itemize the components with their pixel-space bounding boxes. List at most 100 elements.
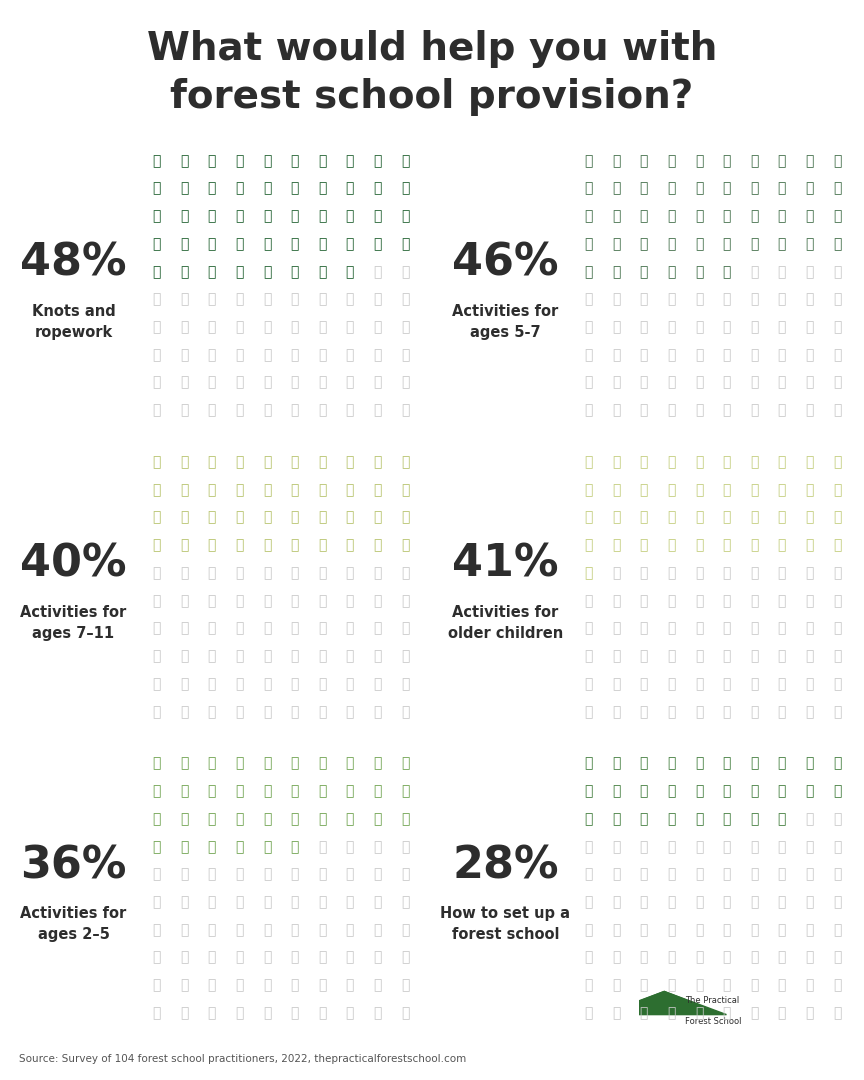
Text: 🌲: 🌲 (722, 238, 731, 251)
Text: 🌲: 🌲 (263, 812, 271, 826)
Text: Forest School: Forest School (685, 1016, 741, 1026)
Text: 🌲: 🌲 (346, 895, 354, 909)
Text: 🌲: 🌲 (290, 757, 299, 770)
Text: 🌲: 🌲 (584, 784, 593, 798)
Text: 🌲: 🌲 (373, 238, 382, 251)
Text: 🌲: 🌲 (152, 867, 161, 881)
Text: 🌲: 🌲 (180, 840, 188, 853)
Text: 🌲: 🌲 (722, 566, 731, 580)
Text: 🌲: 🌲 (152, 622, 161, 635)
Text: 🌲: 🌲 (612, 649, 620, 663)
Text: 🌲: 🌲 (263, 376, 271, 390)
Text: 🌲: 🌲 (235, 404, 244, 417)
Text: 🌲: 🌲 (152, 511, 161, 525)
Text: 🌲: 🌲 (750, 483, 759, 497)
Text: 🌲: 🌲 (695, 539, 703, 552)
Text: 🌲: 🌲 (152, 649, 161, 663)
Text: 🌲: 🌲 (805, 210, 814, 224)
Text: 🌲: 🌲 (401, 265, 410, 279)
Text: 🌲: 🌲 (722, 511, 731, 525)
Text: 🌲: 🌲 (667, 154, 676, 167)
Text: 🌲: 🌲 (346, 456, 354, 469)
Text: 🌲: 🌲 (695, 867, 703, 881)
Text: 🌲: 🌲 (401, 321, 410, 334)
Text: 🌲: 🌲 (290, 705, 299, 718)
Text: 🌲: 🌲 (805, 812, 814, 826)
Text: 🌲: 🌲 (639, 1007, 648, 1020)
Text: 🌲: 🌲 (667, 511, 676, 525)
Text: 🌲: 🌲 (346, 265, 354, 279)
Text: 🌲: 🌲 (263, 539, 271, 552)
Text: 🌲: 🌲 (401, 238, 410, 251)
Text: 🌲: 🌲 (695, 757, 703, 770)
Text: 🌲: 🌲 (639, 867, 648, 881)
Text: 🌲: 🌲 (401, 840, 410, 853)
Text: 🌲: 🌲 (612, 293, 620, 307)
Text: 🌲: 🌲 (235, 265, 244, 279)
Text: 🌲: 🌲 (318, 867, 327, 881)
Text: 🌲: 🌲 (695, 677, 703, 691)
Text: 🌲: 🌲 (584, 840, 593, 853)
Text: 🌲: 🌲 (290, 154, 299, 167)
Text: 🌲: 🌲 (695, 895, 703, 909)
Text: 🌲: 🌲 (263, 784, 271, 798)
Text: 🌲: 🌲 (805, 895, 814, 909)
Text: 🌲: 🌲 (695, 483, 703, 497)
Text: 🌲: 🌲 (290, 238, 299, 251)
Text: 🌲: 🌲 (401, 404, 410, 417)
Text: 🌲: 🌲 (778, 181, 786, 195)
Text: 🌲: 🌲 (722, 404, 731, 417)
Text: 🌲: 🌲 (750, 238, 759, 251)
Text: 🌲: 🌲 (639, 950, 648, 964)
Text: 🌲: 🌲 (152, 404, 161, 417)
Text: 🌲: 🌲 (584, 978, 593, 993)
Text: 🌲: 🌲 (833, 923, 842, 936)
Text: 🌲: 🌲 (207, 677, 216, 691)
Text: 🌲: 🌲 (750, 923, 759, 936)
Text: 🌲: 🌲 (290, 594, 299, 608)
Text: 🌲: 🌲 (750, 404, 759, 417)
Text: 🌲: 🌲 (639, 566, 648, 580)
Text: The Practical: The Practical (685, 996, 740, 1004)
Text: 🌲: 🌲 (639, 181, 648, 195)
Text: 🌲: 🌲 (722, 622, 731, 635)
Text: 🌲: 🌲 (833, 483, 842, 497)
Text: 🌲: 🌲 (235, 539, 244, 552)
Text: 🌲: 🌲 (263, 566, 271, 580)
Text: 🌲: 🌲 (290, 483, 299, 497)
Text: 🌲: 🌲 (152, 483, 161, 497)
Text: 🌲: 🌲 (805, 649, 814, 663)
Text: 🌲: 🌲 (318, 677, 327, 691)
Text: 🌲: 🌲 (235, 321, 244, 334)
Text: 🌲: 🌲 (805, 539, 814, 552)
Text: 🌲: 🌲 (722, 677, 731, 691)
Text: 🌲: 🌲 (695, 511, 703, 525)
Text: 🌲: 🌲 (639, 348, 648, 362)
Text: 🌲: 🌲 (290, 210, 299, 224)
Text: 🌲: 🌲 (750, 154, 759, 167)
Text: 🌲: 🌲 (152, 840, 161, 853)
Text: 🌲: 🌲 (667, 867, 676, 881)
Text: 🌲: 🌲 (373, 265, 382, 279)
Text: 🌲: 🌲 (207, 404, 216, 417)
Text: 🌲: 🌲 (207, 154, 216, 167)
Text: 🌲: 🌲 (401, 757, 410, 770)
Text: 🌲: 🌲 (778, 265, 786, 279)
Text: 🌲: 🌲 (401, 483, 410, 497)
Text: 🌲: 🌲 (612, 376, 620, 390)
Text: 🌲: 🌲 (318, 757, 327, 770)
Text: 🌲: 🌲 (318, 321, 327, 334)
Text: 🌲: 🌲 (778, 511, 786, 525)
Text: 🌲: 🌲 (290, 784, 299, 798)
Text: 🌲: 🌲 (207, 181, 216, 195)
Text: 🌲: 🌲 (180, 293, 188, 307)
Text: 🌲: 🌲 (584, 622, 593, 635)
Text: 🌲: 🌲 (778, 705, 786, 718)
Text: 🌲: 🌲 (180, 321, 188, 334)
Text: 🌲: 🌲 (722, 840, 731, 853)
Text: 🌲: 🌲 (180, 649, 188, 663)
Text: 🌲: 🌲 (373, 566, 382, 580)
Text: 🌲: 🌲 (584, 895, 593, 909)
Text: 🌲: 🌲 (639, 483, 648, 497)
Text: 🌲: 🌲 (207, 1007, 216, 1020)
